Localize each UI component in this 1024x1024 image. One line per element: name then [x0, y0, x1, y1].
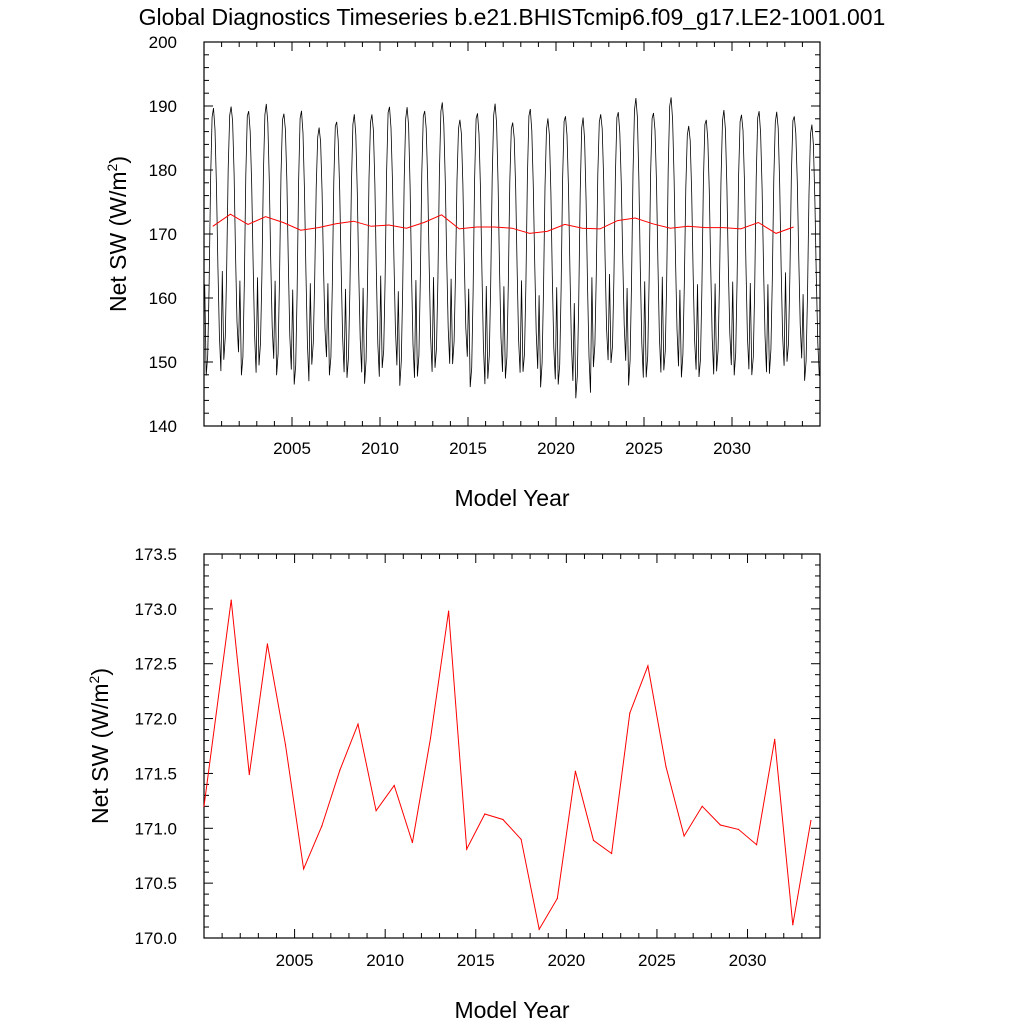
annual-data-point — [629, 712, 631, 714]
annual-data-point — [556, 897, 558, 900]
chart-1-axes: 2005 2010 2015 2020 2025 2030 140 150 160 170 180 1… — [104, 33, 821, 511]
annual-data-point — [665, 766, 667, 768]
y-tick-label: 170.0 — [134, 929, 177, 948]
chart-2-axes: 2005 2010 2015 2020 2025 2030 170.0 170.5 171.0 1… — [86, 545, 821, 1023]
annual-data-point — [737, 828, 740, 831]
x-tick-label: 2025 — [625, 439, 663, 458]
annual-data-point — [574, 770, 577, 772]
y-tick-label: 171.5 — [134, 764, 177, 783]
annual-data-point — [303, 868, 305, 870]
annual-data-point — [502, 818, 504, 821]
annual-data-point — [393, 784, 395, 787]
annual-data-point — [520, 838, 522, 840]
x-tick-label: 2015 — [449, 439, 487, 458]
series-monthly-line — [204, 97, 820, 399]
x-tick-label: 2010 — [366, 951, 404, 970]
annual-data-point — [683, 835, 685, 837]
x-tick-label: 2015 — [457, 951, 495, 970]
annual-data-point — [448, 610, 450, 612]
y-axis-label: Net SW (W/m2) — [86, 668, 113, 824]
x-tick-label: 2030 — [713, 439, 751, 458]
annual-data-point — [466, 848, 468, 850]
chart-title: Global Diagnostics Timeseries b.e21.BHIS… — [138, 4, 886, 30]
y-tick-label: 172.5 — [134, 655, 177, 674]
y-axis-label-superscript: 2 — [86, 675, 102, 683]
annual-data-point — [538, 928, 540, 930]
annual-data-point — [339, 769, 341, 771]
series-annual-line-top — [212, 213, 794, 234]
annual-data-point — [266, 643, 268, 645]
y-axis-label: Net SW (W/m2) — [104, 156, 131, 312]
y-axis-label-main: Net SW (W/m — [87, 683, 113, 824]
y-tick-label: 200 — [149, 33, 177, 52]
annual-data-point — [792, 924, 794, 926]
annual-data-point — [429, 737, 432, 739]
x-tick-label: 2030 — [729, 951, 767, 970]
y-tick-label: 173.5 — [134, 545, 177, 564]
annual-data-point — [774, 738, 776, 741]
annual-data-point — [810, 820, 812, 822]
x-tick-label: 2025 — [638, 951, 676, 970]
y-axis-label-tail: ) — [105, 156, 131, 164]
x-tick-label: 2005 — [276, 951, 314, 970]
x-tick-label: 2010 — [361, 439, 399, 458]
annual-data-point — [701, 805, 703, 807]
y-tick-label: 171.0 — [134, 819, 177, 838]
y-tick-label: 170.5 — [134, 874, 177, 893]
annual-data-point — [357, 723, 359, 725]
x-tick-label: 2020 — [547, 951, 585, 970]
annual-data-point — [719, 824, 722, 826]
y-axis-label-superscript: 2 — [104, 163, 120, 171]
y-axis-label-main: Net SW (W/m — [105, 171, 131, 312]
annual-data-point — [611, 852, 613, 855]
y-tick-label: 170 — [149, 225, 177, 244]
annual-data-point — [230, 599, 232, 601]
y-tick-label: 140 — [149, 417, 177, 436]
annual-data-point — [203, 805, 205, 807]
annual-data-point — [321, 825, 323, 827]
series-annual-line — [203, 600, 812, 931]
annual-data-point — [592, 839, 595, 842]
annual-data-point — [484, 813, 486, 815]
y-tick-label: 180 — [149, 161, 177, 180]
annual-data-point — [375, 810, 377, 812]
x-axis-label: Model Year — [454, 997, 569, 1023]
y-tick-label: 172.0 — [134, 710, 177, 729]
annual-data-point — [411, 841, 413, 844]
y-tick-label: 160 — [149, 289, 177, 308]
y-axis-label-tail: ) — [87, 668, 113, 676]
annual-data-point — [284, 744, 287, 746]
x-tick-label: 2020 — [537, 439, 575, 458]
y-tick-label: 190 — [149, 97, 177, 116]
annual-data-point — [756, 844, 758, 846]
x-tick-label: 2005 — [273, 439, 311, 458]
y-tick-label: 150 — [149, 353, 177, 372]
x-axis-label: Model Year — [454, 485, 569, 511]
annual-data-point — [248, 773, 250, 776]
annual-data-point — [647, 665, 649, 667]
y-tick-label: 173.0 — [134, 600, 177, 619]
plot-frame — [203, 553, 821, 939]
